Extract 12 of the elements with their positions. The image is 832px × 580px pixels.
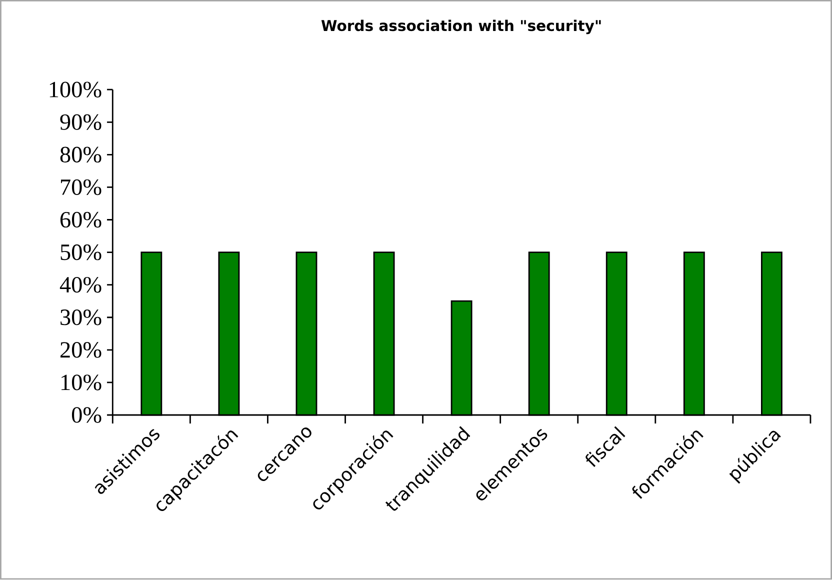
y-tick-label: 30%: [60, 310, 102, 326]
y-tick-label: 100%: [50, 82, 102, 98]
y-tick-label: 90%: [60, 114, 102, 130]
y-tick-label: 60%: [60, 212, 102, 228]
y-tick-label: 50%: [60, 244, 102, 260]
y-tick-label: 20%: [60, 342, 102, 358]
y-tick-label: 10%: [62, 374, 102, 390]
y-tick-label: 70%: [61, 179, 102, 196]
chart-title: Words association with "security": [321, 20, 601, 34]
y-tick-label: 40%: [60, 277, 102, 293]
y-tick-label: 80%: [60, 146, 102, 163]
y-tick-label: 0%: [72, 407, 102, 424]
